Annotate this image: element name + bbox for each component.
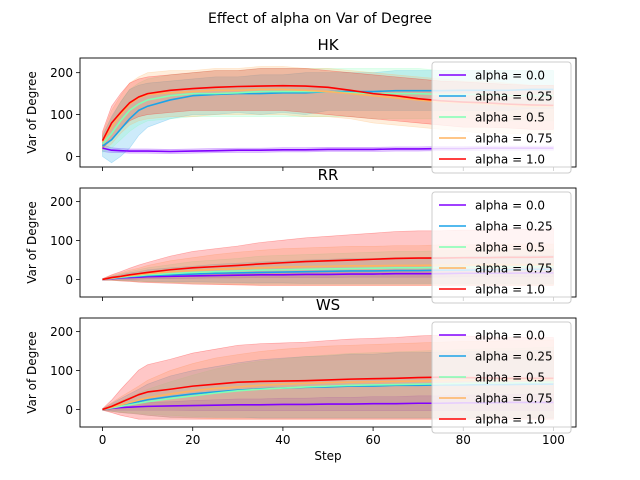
y-axis-label: Var of Degree <box>25 201 39 283</box>
y-axis-label: Var of Degree <box>25 331 39 413</box>
legend-entry: alpha = 0.5 <box>475 371 545 385</box>
subplot-ws: WS 0 20 40 60 80 100 0 100 200 Var of Degree Step al… <box>25 296 577 463</box>
legend: alpha = 0.0 alpha = 0.25 alpha = 0.5 alpha … <box>431 321 572 434</box>
legend-entry: alpha = 0.25 <box>475 220 553 234</box>
y-tick-label: 0 <box>65 273 73 287</box>
axes-frame <box>79 187 577 298</box>
x-tick-label: 40 <box>275 433 290 447</box>
y-tick-label: 200 <box>50 66 73 80</box>
figure-suptitle: Effect of alpha on Var of Degree <box>208 11 432 27</box>
y-tick-label: 200 <box>50 195 73 209</box>
subplot-title: WS <box>316 296 340 314</box>
legend-entry: alpha = 0.0 <box>475 69 545 83</box>
legend: alpha = 0.0 alpha = 0.25 alpha = 0.5 alpha … <box>431 191 572 304</box>
subplot-title: HK <box>317 36 339 54</box>
y-tick-label: 100 <box>50 108 73 122</box>
x-tick-label: 60 <box>365 433 380 447</box>
legend-entry: alpha = 0.5 <box>475 241 545 255</box>
y-tick-label: 100 <box>50 234 73 248</box>
x-tick-label: 100 <box>542 433 565 447</box>
legend-entry: alpha = 0.75 <box>475 132 553 146</box>
y-tick-label: 200 <box>50 325 73 339</box>
legend-entry: alpha = 1.0 <box>475 413 545 427</box>
legend-entry: alpha = 0.0 <box>475 199 545 213</box>
y-tick-label: 0 <box>65 150 73 164</box>
axes-frame <box>79 317 577 428</box>
legend-entry: alpha = 0.25 <box>475 350 553 364</box>
y-tick-label: 100 <box>50 364 73 378</box>
legend-box <box>431 321 572 434</box>
legend-entry: alpha = 0.0 <box>475 329 545 343</box>
axes-frame <box>79 57 577 168</box>
legend-entry: alpha = 0.75 <box>475 262 553 276</box>
legend-entry: alpha = 0.25 <box>475 90 553 104</box>
x-tick-label: 0 <box>99 433 107 447</box>
y-axis-label: Var of Degree <box>25 71 39 153</box>
legend-box <box>431 191 572 304</box>
legend: alpha = 0.0 alpha = 0.25 alpha = 0.5 alpha … <box>431 61 572 174</box>
legend-box <box>431 61 572 174</box>
legend-entry: alpha = 1.0 <box>475 153 545 167</box>
y-tick-label: 0 <box>65 403 73 417</box>
legend-entry: alpha = 1.0 <box>475 283 545 297</box>
subplot-title: RR <box>318 166 339 184</box>
legend-entry: alpha = 0.5 <box>475 111 545 125</box>
x-axis-label: Step <box>314 449 341 463</box>
x-tick-label: 80 <box>456 433 471 447</box>
legend-entry: alpha = 0.75 <box>475 392 553 406</box>
x-tick-label: 20 <box>185 433 200 447</box>
